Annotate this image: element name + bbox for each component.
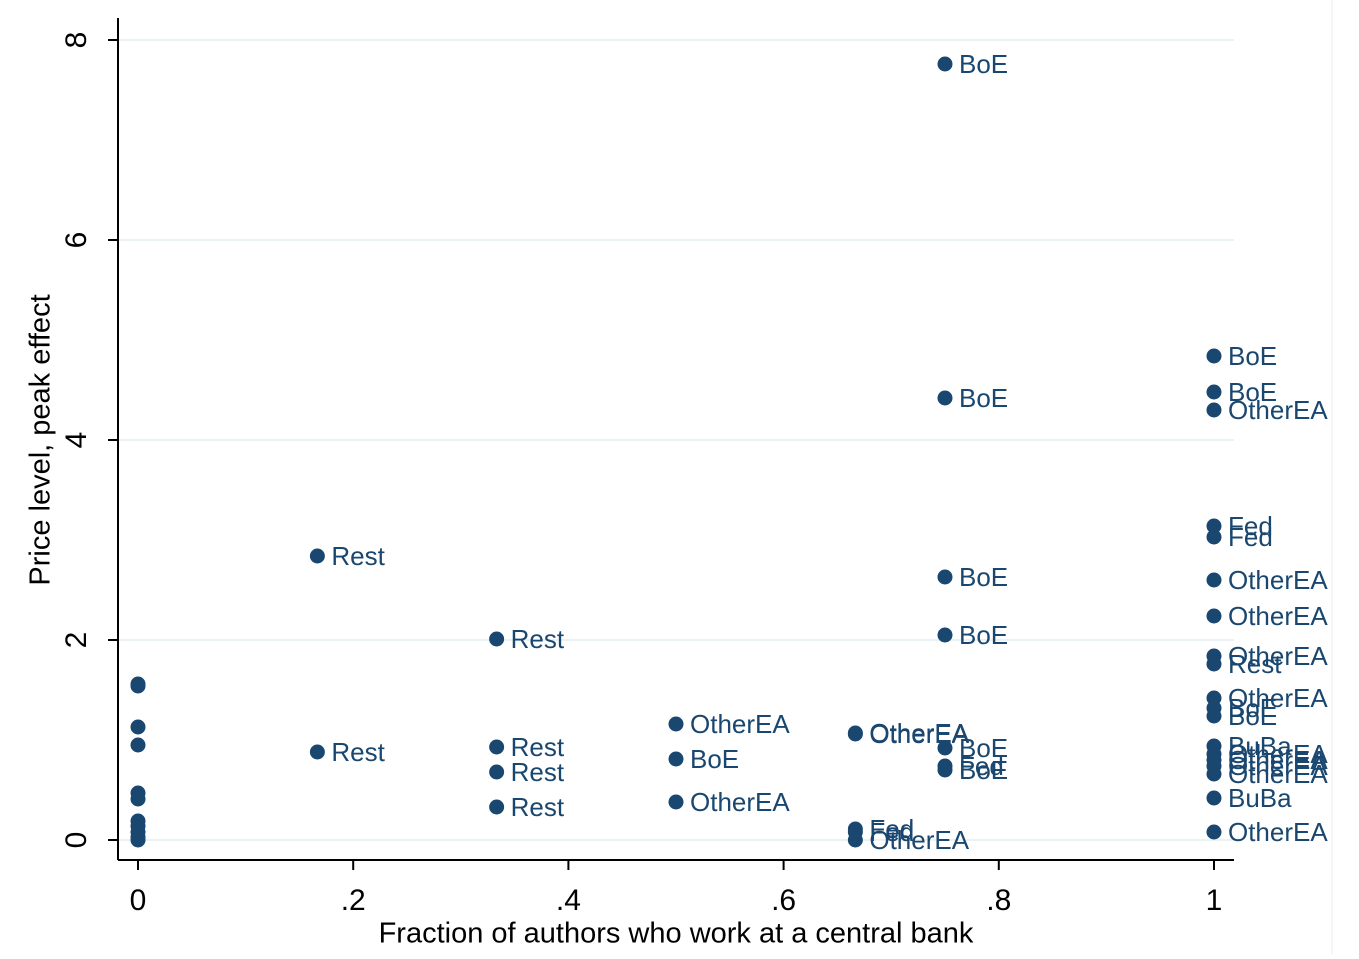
- point: [668, 751, 684, 767]
- point-label: OtherEA: [1228, 641, 1328, 671]
- point-label: BoE: [959, 562, 1008, 592]
- point-label: OtherEA: [1228, 565, 1328, 595]
- point-label: BoE: [959, 755, 1008, 785]
- point: [130, 791, 146, 807]
- x-tick-label: .6: [771, 884, 796, 917]
- y-tick-label: 0: [60, 832, 93, 849]
- point: [1206, 402, 1222, 418]
- point-label: BoE: [1228, 341, 1277, 371]
- point-label: Fed: [1228, 522, 1273, 552]
- point-label: Rest: [511, 732, 565, 762]
- point: [937, 569, 953, 585]
- point: [847, 832, 863, 848]
- point: [489, 631, 505, 647]
- point: [937, 56, 953, 72]
- x-tick-label: .8: [986, 884, 1011, 917]
- x-tick-label: .2: [341, 884, 366, 917]
- point-label: BuBa: [1228, 731, 1292, 761]
- point-label: OtherEA: [869, 825, 969, 855]
- point: [130, 737, 146, 753]
- point-label: BuBa: [1228, 783, 1292, 813]
- point-label: Rest: [331, 737, 385, 767]
- point: [489, 799, 505, 815]
- point-label: Rest: [511, 757, 565, 787]
- point-label: OtherEA: [1228, 817, 1328, 847]
- point: [1206, 708, 1222, 724]
- x-tick-label: 0: [130, 884, 147, 917]
- point-label: OtherEA: [1228, 759, 1328, 789]
- y-tick-label: 8: [60, 32, 93, 49]
- point-label: Fed: [869, 814, 914, 844]
- x-tick-label: 1: [1206, 884, 1223, 917]
- point-label: Rest: [511, 624, 565, 654]
- point: [130, 719, 146, 735]
- point: [1206, 572, 1222, 588]
- y-tick-label: 2: [60, 632, 93, 649]
- point-label: OtherEA: [690, 709, 790, 739]
- point-label: BoE: [959, 383, 1008, 413]
- x-axis-title: Fraction of authors who work at a centra…: [379, 918, 974, 950]
- point-label: BoE: [1228, 701, 1277, 731]
- point-label: OtherEA: [1228, 395, 1328, 425]
- point: [1206, 518, 1222, 534]
- point-label: Rest: [511, 792, 565, 822]
- y-axis-title: Price level, peak effect: [25, 294, 57, 585]
- point: [1206, 824, 1222, 840]
- point-label: OtherEA: [869, 718, 969, 748]
- x-tick-label: .4: [556, 884, 581, 917]
- point: [1206, 384, 1222, 400]
- point-label: Fed: [959, 751, 1004, 781]
- point: [847, 726, 863, 742]
- y-tick-label: 4: [60, 432, 93, 449]
- point-label: BoE: [1228, 377, 1277, 407]
- point-label: Rest: [1228, 649, 1282, 679]
- point-label: OtherEA: [869, 719, 969, 749]
- point: [489, 764, 505, 780]
- point: [937, 762, 953, 778]
- point: [309, 744, 325, 760]
- y-tick-label: 6: [60, 232, 93, 249]
- point: [1206, 608, 1222, 624]
- point-label: Rest: [331, 541, 385, 571]
- point-label: Fed: [1228, 511, 1273, 541]
- point: [668, 794, 684, 810]
- point-label: Fed: [869, 817, 914, 847]
- point-label: OtherEA: [1228, 751, 1328, 781]
- point-label: BoE: [959, 620, 1008, 650]
- point-label: BoE: [959, 49, 1008, 79]
- point: [1206, 348, 1222, 364]
- point: [130, 678, 146, 694]
- point: [1206, 790, 1222, 806]
- point: [130, 832, 146, 848]
- point-label: BoE: [959, 733, 1008, 763]
- point: [668, 716, 684, 732]
- point-label: OtherEA: [1228, 739, 1328, 769]
- point: [1206, 656, 1222, 672]
- point-label: BoE: [690, 744, 739, 774]
- point: [1206, 529, 1222, 545]
- point: [937, 627, 953, 643]
- point: [309, 548, 325, 564]
- point-label: OtherEA: [1228, 745, 1328, 775]
- point-label: OtherEA: [1228, 683, 1328, 713]
- point-label: OtherEA: [690, 787, 790, 817]
- point: [1206, 766, 1222, 782]
- point-label: OtherEA: [1228, 601, 1328, 631]
- point: [937, 740, 953, 756]
- point: [489, 739, 505, 755]
- point-label: BoE: [1228, 693, 1277, 723]
- point: [937, 390, 953, 406]
